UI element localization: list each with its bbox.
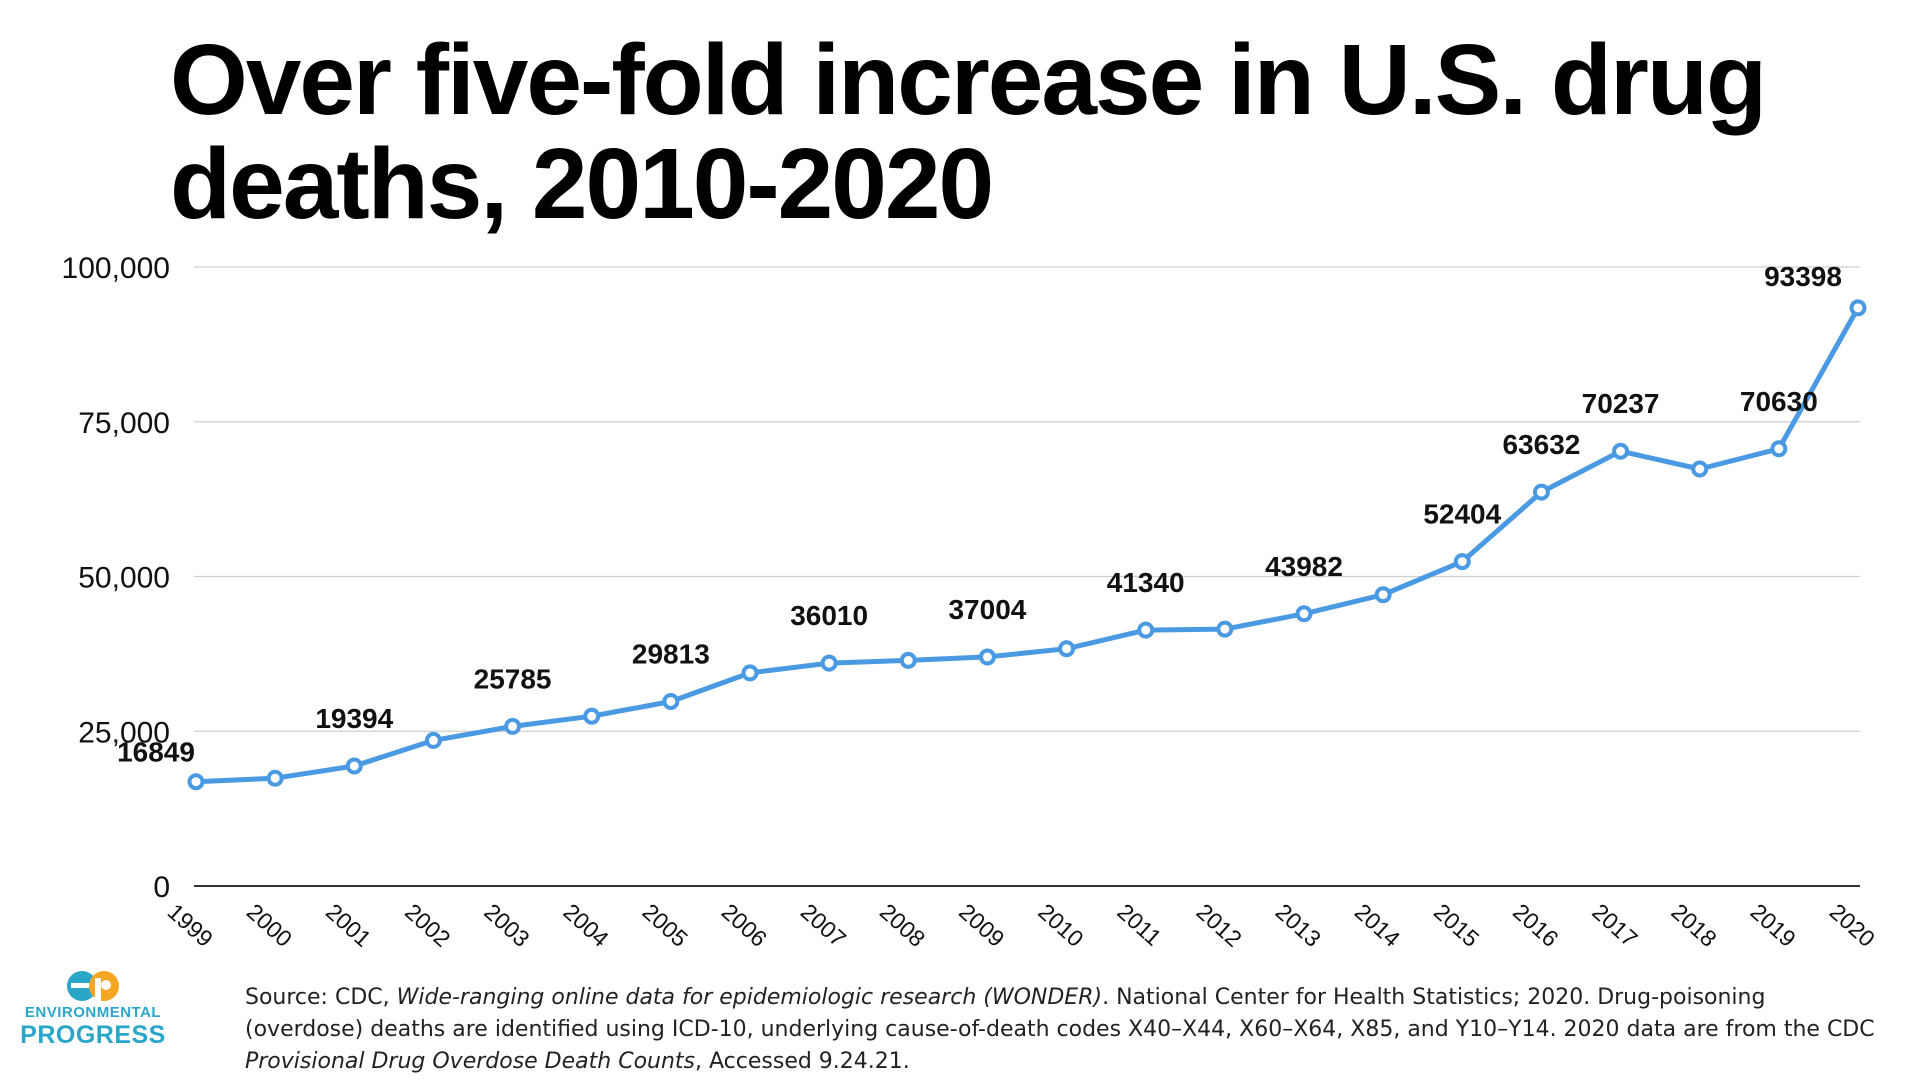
x-tick-label: 2008	[875, 898, 930, 952]
source-italic-wonder: Wide-ranging online data for epidemiolog…	[396, 985, 1103, 1010]
data-label: 36010	[790, 600, 868, 631]
x-axis-ticks: 1999 2000 2001 2002 2003 2004 2005 2006 2007 2008…	[163, 898, 1880, 952]
data-point	[1374, 586, 1392, 604]
data-point	[583, 707, 601, 725]
data-point	[978, 648, 996, 666]
source-suffix: , Accessed 9.24.21.	[695, 1049, 910, 1074]
data-labels: 16849 19394 25785 29813 36010 37004 41340 43982…	[117, 261, 1842, 768]
ep-logo-icon	[67, 971, 119, 1002]
x-tick-label: 2007	[796, 898, 851, 952]
data-label: 52404	[1423, 499, 1501, 530]
page-title: Over five-fold increase in U.S. drug dea…	[170, 24, 1767, 240]
data-point	[741, 664, 759, 682]
x-tick-label: 2010	[1033, 898, 1088, 952]
data-label: 70630	[1740, 386, 1818, 417]
data-point	[266, 769, 284, 787]
data-point	[1849, 299, 1867, 317]
data-label: 93398	[1764, 261, 1842, 292]
data-point	[187, 773, 205, 791]
data-point	[1295, 605, 1313, 623]
y-axis-ticks: 0 25,000 50,000 75,000 100,000	[62, 252, 170, 904]
x-tick-label: 2013	[1271, 898, 1326, 952]
x-tick-label: 2011	[1112, 898, 1166, 950]
logo-line-1: ENVIRONMENTAL	[24, 1004, 162, 1021]
data-point	[504, 717, 522, 735]
series-line-drug-deaths	[193, 305, 1861, 785]
y-tick-label: 0	[153, 871, 170, 904]
data-point	[1216, 620, 1234, 638]
data-point	[899, 651, 917, 669]
y-tick-label: 100,000	[62, 252, 170, 285]
data-point	[1137, 621, 1155, 639]
data-label: 43982	[1265, 551, 1343, 582]
x-tick-label: 2009	[954, 898, 1009, 952]
data-label: 41340	[1107, 567, 1185, 598]
x-tick-label: 2002	[400, 898, 455, 952]
data-point	[424, 731, 442, 749]
x-tick-label: 2001	[321, 898, 376, 952]
x-tick-label: 2006	[717, 898, 772, 952]
data-point	[1770, 440, 1788, 458]
data-point	[1453, 553, 1471, 571]
data-point	[345, 757, 363, 775]
x-tick-label: 2005	[638, 898, 693, 952]
x-tick-label: 2016	[1508, 898, 1563, 952]
x-tick-label: 2000	[242, 898, 297, 952]
source-italic-provisional: Provisional Drug Overdose Death Counts	[245, 1049, 696, 1074]
data-points	[187, 299, 1867, 791]
environmental-progress-logo: ENVIRONMENTAL PROGRESS	[18, 968, 168, 1048]
data-label: 63632	[1502, 429, 1580, 460]
y-tick-label: 50,000	[78, 562, 170, 595]
data-point	[820, 654, 838, 672]
data-label: 19394	[315, 703, 393, 734]
x-tick-label: 2015	[1429, 898, 1484, 952]
data-label: 70237	[1582, 388, 1660, 419]
x-tick-label: 2017	[1587, 898, 1642, 952]
data-label: 25785	[474, 663, 552, 694]
data-point	[662, 692, 680, 710]
source-prefix: Source: CDC,	[245, 985, 397, 1010]
logo-line-2: PROGRESS	[20, 1021, 166, 1049]
x-tick-label: 1999	[163, 898, 218, 952]
source-note: Source: CDC, Wide-ranging online data fo…	[245, 982, 1885, 1078]
gridlines	[194, 266, 1860, 887]
x-tick-label: 2004	[558, 898, 614, 952]
y-tick-label: 25,000	[78, 716, 170, 749]
data-label: 29813	[632, 638, 710, 669]
x-tick-label: 2012	[1192, 898, 1247, 952]
x-tick-label: 2020	[1825, 898, 1880, 952]
data-label: 16849	[117, 737, 195, 768]
y-tick-label: 75,000	[78, 407, 170, 440]
data-point	[1612, 442, 1630, 460]
line-chart: 0 25,000 50,000 75,000 100,000 1999 2000 2001 2…	[62, 252, 1881, 952]
data-point	[1058, 640, 1076, 658]
x-tick-label: 2003	[479, 898, 534, 952]
data-label: 37004	[948, 594, 1026, 625]
x-tick-label: 2018	[1666, 898, 1721, 952]
x-tick-label: 2014	[1350, 898, 1406, 952]
x-tick-label: 2019	[1746, 898, 1801, 952]
data-point	[1532, 483, 1550, 501]
data-point	[1691, 460, 1709, 478]
source-middle: . National Center for Health Statistics;…	[245, 985, 1875, 1042]
